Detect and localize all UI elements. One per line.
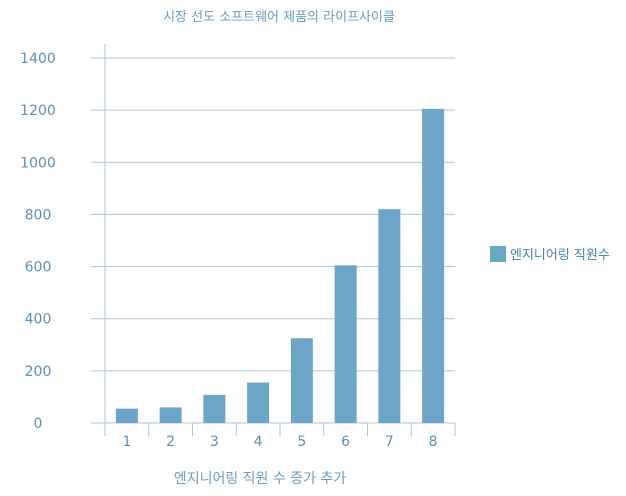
- x-tick-label: 2: [166, 434, 175, 450]
- x-axis-ticks: 1 2 3 4 5 6 7 8: [104, 423, 456, 450]
- legend-label: 엔지니어링 직원수: [510, 248, 610, 263]
- x-tick-label: 3: [210, 434, 219, 450]
- y-tick-label: 400: [25, 312, 52, 328]
- x-tick-label: 6: [341, 434, 350, 450]
- bar-7: [378, 209, 401, 423]
- bar-3: [203, 394, 226, 423]
- y-tick-label: 0: [34, 416, 43, 432]
- y-tick-label: 1000: [20, 155, 56, 171]
- x-tick-label: 1: [122, 434, 131, 450]
- legend-swatch: [490, 246, 506, 262]
- legend: 엔지니어링 직원수: [490, 246, 610, 263]
- bar-4: [247, 382, 270, 423]
- x-axis-label: 엔지니어링 직원 수 증가 추가: [174, 471, 346, 487]
- gridlines: [91, 57, 455, 372]
- y-tick-label: 600: [25, 260, 52, 276]
- y-axis-ticks: 0 200 400 600 800 1000 1200 1400: [20, 51, 56, 432]
- bar-8: [422, 108, 445, 423]
- bars: [115, 108, 445, 423]
- y-tick-label: 800: [25, 207, 52, 223]
- chart-title: 시장 선도 소프트웨어 제품의 라이프사이클: [163, 10, 395, 25]
- bar-2: [159, 407, 182, 423]
- axes: [91, 44, 455, 424]
- x-tick-label: 7: [385, 434, 394, 450]
- bar-1: [115, 408, 138, 423]
- y-tick-label: 200: [25, 364, 52, 380]
- y-tick-label: 1400: [20, 51, 56, 67]
- x-tick-label: 4: [254, 434, 263, 450]
- bar-6: [334, 265, 357, 423]
- x-tick-label: 8: [429, 434, 438, 450]
- bar-5: [290, 338, 313, 423]
- y-tick-label: 1200: [20, 103, 56, 119]
- x-tick-label: 5: [297, 434, 306, 450]
